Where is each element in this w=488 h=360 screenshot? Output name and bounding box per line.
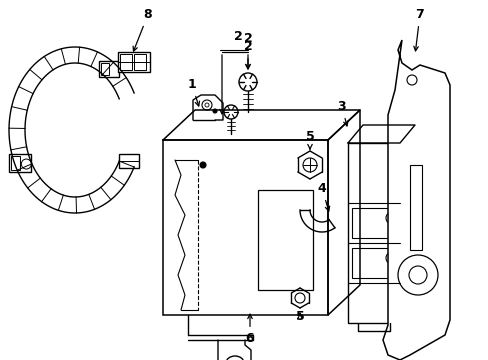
Bar [347,143,399,323]
Circle shape [21,159,31,169]
Circle shape [294,293,305,303]
Circle shape [202,100,212,110]
Circle shape [204,103,208,107]
Text: 5: 5 [295,310,304,323]
Bar [11,156,20,170]
Circle shape [385,252,397,264]
Circle shape [406,75,416,85]
Text: 3: 3 [337,100,347,126]
Text: 5: 5 [305,130,314,149]
Bar [101,63,109,75]
Polygon shape [382,40,449,360]
Text: 6: 6 [245,314,254,345]
Bar [258,190,312,290]
Text: 2: 2 [233,30,242,43]
Bar [351,248,395,278]
Bar [134,54,146,70]
Circle shape [239,73,257,91]
Bar [118,52,150,72]
Text: 2: 2 [243,40,252,69]
Text: 7: 7 [413,8,424,51]
Circle shape [224,105,238,119]
Bar [99,61,119,77]
Bar [9,154,31,172]
Circle shape [200,162,205,168]
Bar [119,154,139,168]
Text: 1: 1 [187,78,199,106]
Circle shape [385,212,397,224]
Text: 2: 2 [243,32,252,45]
Bar [409,165,421,250]
Circle shape [213,109,217,113]
Text: 8: 8 [133,8,152,51]
Bar [351,208,395,238]
Circle shape [408,266,426,284]
Circle shape [397,255,437,295]
Bar [163,140,327,315]
Circle shape [303,158,316,172]
Text: 4: 4 [317,182,329,211]
Bar [120,54,132,70]
